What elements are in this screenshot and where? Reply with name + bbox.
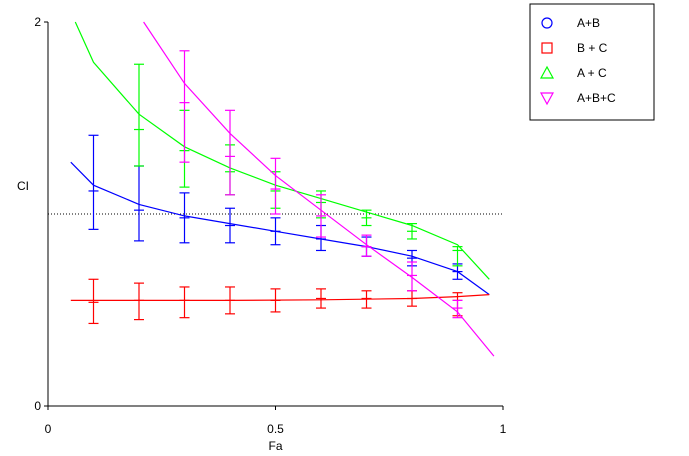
error-bar [225, 207, 235, 244]
legend-label: B + C [577, 41, 608, 55]
error-bar [134, 282, 144, 321]
legend-item: A+B [541, 16, 600, 30]
legend-marker-square [541, 42, 553, 54]
y-tick-label: 0 [34, 399, 41, 413]
error-bar [407, 261, 417, 292]
legend-marker-triangle-down [539, 92, 555, 106]
x-tick-label: 0 [45, 422, 52, 436]
axes: 0 0.5 1 0 2 Fa CI [17, 15, 507, 453]
error-bar [134, 63, 144, 167]
legend-label: A + C [577, 66, 607, 80]
x-tick-label: 0.5 [267, 422, 284, 436]
error-bar [270, 288, 281, 313]
series-0 [70, 134, 490, 296]
series-line [70, 161, 490, 296]
error-bar [407, 290, 417, 307]
series-3 [143, 21, 495, 357]
legend-label: A+B+C [577, 91, 616, 105]
y-axis-label: CI [17, 179, 29, 193]
series-line [143, 21, 495, 357]
y-tick-label: 2 [34, 15, 41, 29]
error-bar [88, 278, 99, 325]
x-tick-label: 1 [500, 422, 507, 436]
series-1 [70, 278, 490, 325]
error-bar [179, 286, 190, 319]
error-bar [452, 246, 463, 267]
error-bar [316, 288, 326, 309]
error-bar [361, 234, 372, 257]
series-line [70, 294, 490, 301]
plot-area [48, 21, 503, 357]
error-bar [316, 194, 326, 238]
error-bar [225, 286, 235, 315]
error-bar [225, 109, 235, 196]
legend-item: A + C [539, 65, 607, 80]
legend-label: A+B [577, 16, 600, 30]
error-bar [407, 223, 417, 240]
error-bar [361, 290, 372, 309]
legend-item: B + C [541, 41, 608, 55]
error-bar [361, 209, 372, 227]
legend-marker-circle [541, 17, 553, 29]
error-bar [179, 192, 190, 244]
error-bar [452, 299, 463, 319]
legend-item: A+B+C [539, 91, 616, 106]
legend-marker-triangle-up [539, 65, 555, 79]
x-axis-label: Fa [268, 439, 282, 453]
error-bar [270, 217, 281, 246]
error-bar [270, 157, 281, 215]
error-bar [179, 50, 190, 163]
legend: A+B B + C A + C A+B+C [529, 3, 655, 121]
legend-box [529, 3, 655, 121]
error-bar [88, 134, 99, 230]
